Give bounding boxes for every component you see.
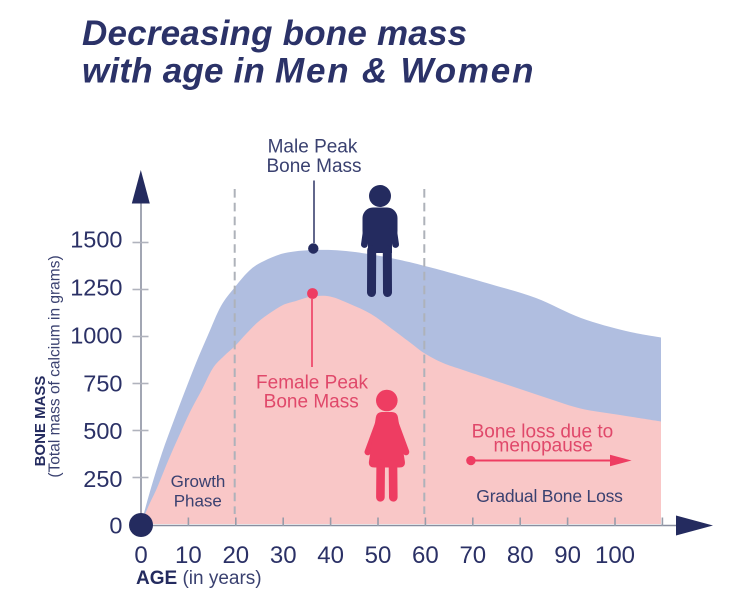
- svg-text:menopause: menopause: [494, 436, 593, 457]
- svg-text:(Total mass of calcium in gram: (Total mass of calcium in grams): [47, 255, 64, 477]
- svg-text:Male Peak: Male Peak: [268, 137, 358, 158]
- svg-text:70: 70: [459, 542, 486, 569]
- svg-text:with age in Men & Women: with age in Men & Women: [82, 52, 535, 91]
- svg-text:20: 20: [222, 542, 249, 569]
- svg-text:10: 10: [175, 542, 202, 569]
- svg-text:Growth: Growth: [171, 472, 226, 491]
- svg-text:Bone Mass: Bone Mass: [266, 156, 361, 177]
- svg-text:Female Peak: Female Peak: [256, 373, 368, 394]
- svg-text:100: 100: [595, 542, 635, 569]
- svg-text:80: 80: [507, 542, 534, 569]
- svg-text:90: 90: [554, 542, 581, 569]
- svg-text:Bone loss due to: Bone loss due to: [472, 422, 614, 443]
- svg-text:Bone Mass: Bone Mass: [264, 391, 359, 412]
- svg-text:Decreasing bone mass: Decreasing bone mass: [82, 14, 467, 53]
- svg-text:50: 50: [365, 542, 392, 569]
- svg-text:AGE (in years): AGE (in years): [136, 568, 262, 589]
- svg-text:60: 60: [412, 542, 439, 569]
- svg-text:0: 0: [134, 542, 147, 569]
- svg-text:1250: 1250: [70, 275, 122, 301]
- svg-text:0: 0: [109, 513, 122, 539]
- svg-text:750: 750: [83, 370, 122, 396]
- svg-text:1500: 1500: [70, 227, 122, 253]
- svg-text:250: 250: [83, 466, 122, 492]
- svg-text:Phase: Phase: [174, 491, 222, 510]
- svg-text:40: 40: [317, 542, 344, 569]
- svg-text:30: 30: [270, 542, 297, 569]
- svg-text:Gradual Bone Loss: Gradual Bone Loss: [476, 486, 623, 506]
- svg-text:500: 500: [83, 418, 122, 444]
- svg-text:BONE MASS: BONE MASS: [32, 376, 49, 467]
- svg-text:1000: 1000: [70, 323, 122, 349]
